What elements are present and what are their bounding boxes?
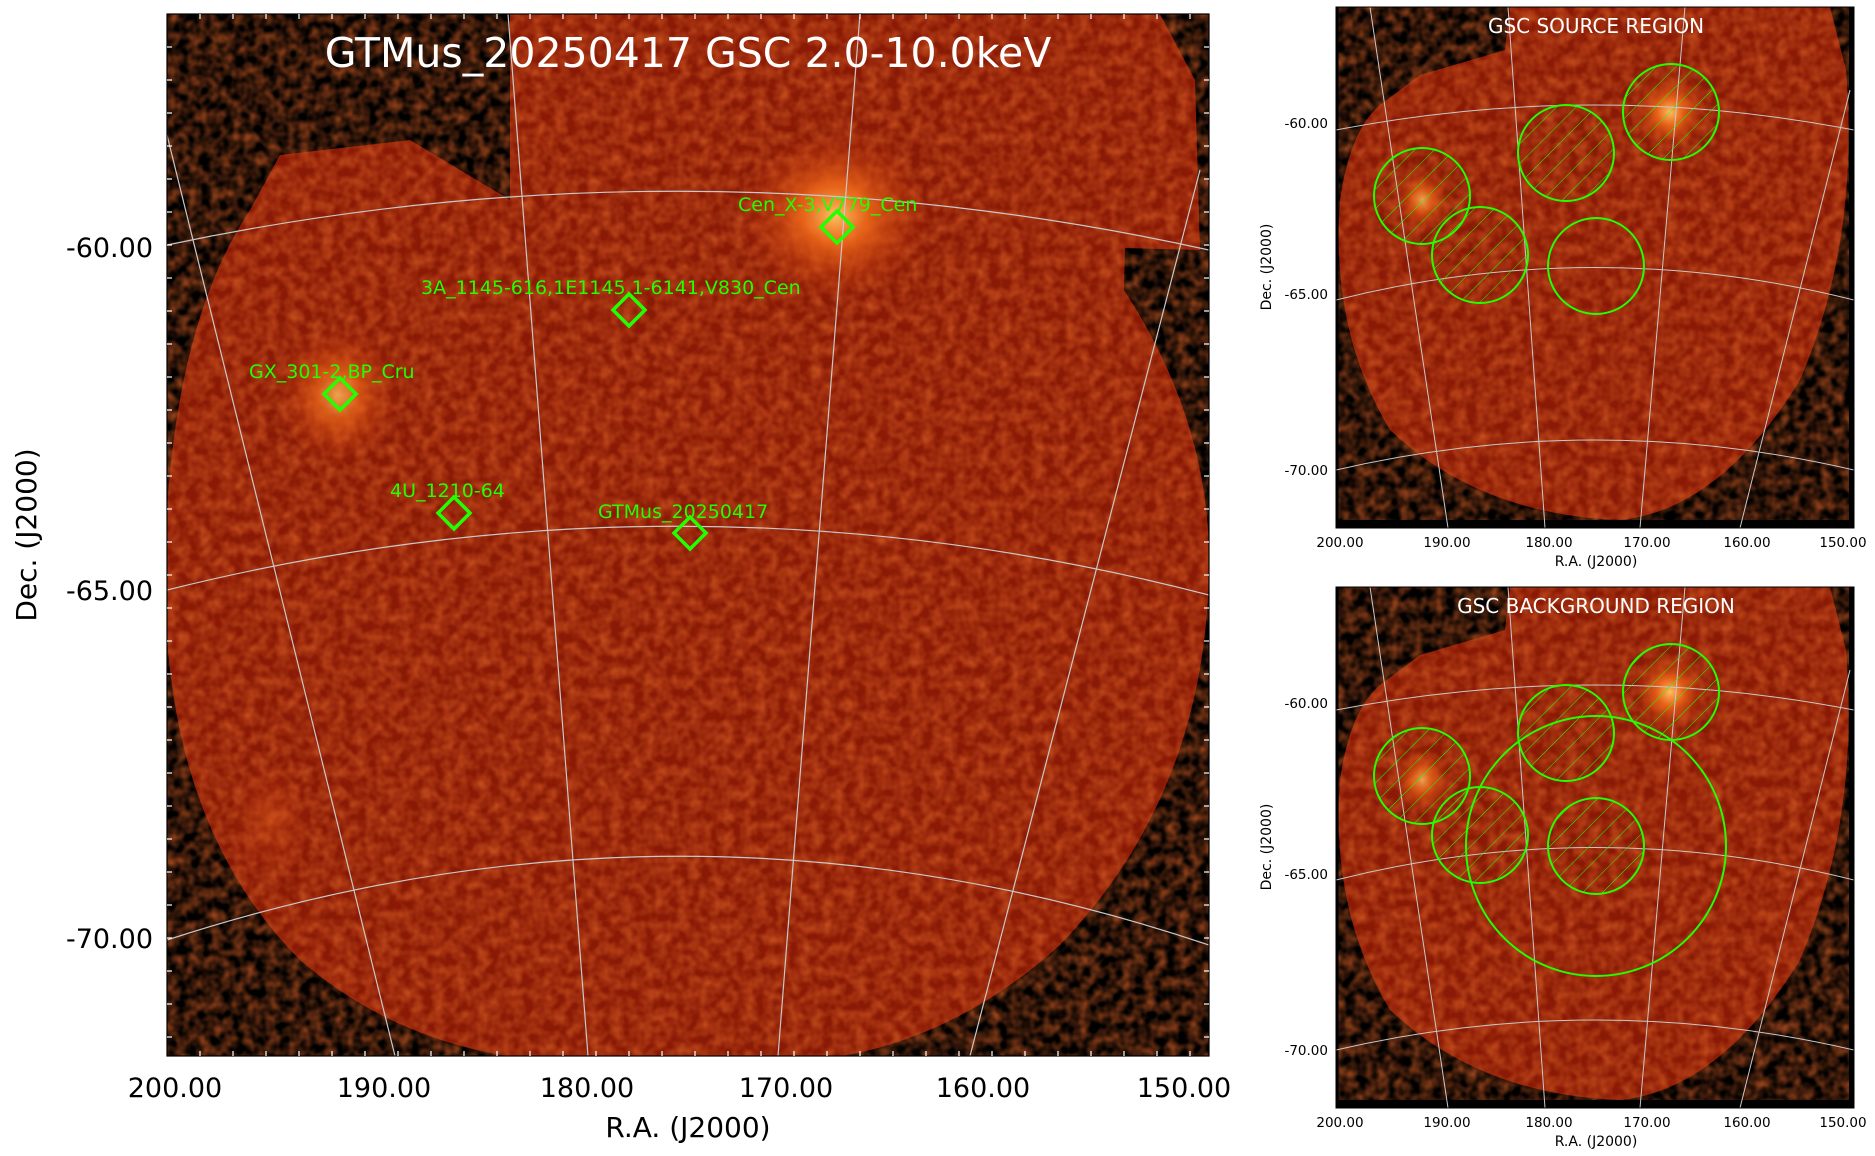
background-region-panel: GSC BACKGROUND REGION 200.00 190.00 180.…	[1259, 586, 1867, 1150]
source-y-tick-label: -65.00	[1284, 287, 1328, 303]
excluded-region-circle	[1622, 643, 1720, 741]
target-region-circle	[1547, 217, 1645, 315]
main-x-tick-label: 180.00	[540, 1073, 634, 1104]
background-x-tick-label: 180.00	[1525, 1115, 1572, 1131]
background-x-tick-label: 170.00	[1623, 1115, 1670, 1131]
source-y-tick-label: -60.00	[1284, 116, 1328, 132]
excluded-region-circle	[1547, 797, 1645, 895]
source-label-4u1210: 4U_1210-64	[390, 480, 505, 502]
background-x-tick-label: 200.00	[1316, 1115, 1363, 1131]
source-label-3a1145: 3A_1145-616,1E1145.1-6141,V830_Cen	[421, 277, 801, 299]
source-y-axis-label: Dec. (J2000)	[1259, 224, 1275, 311]
background-regions	[1373, 643, 1727, 977]
source-marker-gtmus	[671, 514, 709, 552]
source-marker-cen-x3	[818, 208, 856, 246]
main-panel: GTMus_20250417 GSC 2.0-10.0keV Cen_X-3,V…	[10, 13, 1231, 1144]
source-x-tick-label: 200.00	[1316, 535, 1363, 551]
source-label-cen-x3: Cen_X-3,V779_Cen	[738, 194, 917, 216]
source-label-gtmus: GTMus_20250417	[598, 501, 768, 523]
background-x-axis-label: R.A. (J2000)	[1555, 1134, 1638, 1150]
excluded-region-circle	[1517, 684, 1615, 782]
main-coordinate-grid	[167, 14, 1209, 1056]
main-y-tick-label: -60.00	[66, 233, 153, 264]
background-x-tick-label: 150.00	[1819, 1115, 1866, 1131]
main-x-tick-labels: 200.00 190.00 180.00 170.00 160.00 150.0…	[128, 1073, 1231, 1104]
background-y-tick-label: -60.00	[1284, 696, 1328, 712]
main-x-tick-label: 200.00	[128, 1073, 222, 1104]
source-label-gx301: GX_301-2,BP_Cru	[249, 361, 415, 383]
main-y-tick-labels: -60.00 -65.00 -70.00	[66, 233, 153, 955]
source-markers	[321, 208, 856, 552]
background-y-tick-label: -70.00	[1284, 1043, 1328, 1059]
source-region-circle	[1622, 63, 1720, 161]
main-tick-marks	[167, 14, 1209, 1056]
source-region-circle	[1517, 104, 1615, 202]
excluded-region-circle	[1431, 786, 1529, 884]
source-x-tick-label: 150.00	[1819, 535, 1866, 551]
background-y-axis-label: Dec. (J2000)	[1259, 804, 1275, 891]
main-y-tick-label: -70.00	[66, 924, 153, 955]
gx301-glow	[276, 325, 400, 465]
source-regions	[1373, 63, 1720, 315]
background-y-tick-label: -65.00	[1284, 867, 1328, 883]
source-x-tick-label: 180.00	[1525, 535, 1572, 551]
source-marker-4u1210	[435, 494, 473, 532]
source-x-tick-label: 190.00	[1423, 535, 1470, 551]
source-region-circle	[1431, 206, 1529, 304]
source-x-tick-label: 160.00	[1723, 535, 1770, 551]
background-x-tick-label: 190.00	[1423, 1115, 1470, 1131]
source-marker-3a1145	[610, 291, 648, 329]
main-title: GTMus_20250417 GSC 2.0-10.0keV	[325, 29, 1052, 77]
source-y-tick-label: -70.00	[1284, 463, 1328, 479]
source-region-panel: GSC SOURCE REGION 200.00 190.00 180.00 1…	[1259, 6, 1867, 570]
main-y-axis-label: Dec. (J2000)	[10, 448, 43, 621]
source-x-tick-label: 170.00	[1623, 535, 1670, 551]
source-marker-gx301	[321, 375, 359, 413]
main-x-axis-label: R.A. (J2000)	[605, 1111, 770, 1144]
main-x-tick-label: 150.00	[1137, 1073, 1231, 1104]
main-x-tick-label: 160.00	[936, 1073, 1030, 1104]
background-x-tick-label: 160.00	[1723, 1115, 1770, 1131]
main-axes-frame	[166, 13, 1210, 1057]
source-panel-title: GSC SOURCE REGION	[1488, 14, 1704, 38]
main-x-tick-label: 190.00	[337, 1073, 431, 1104]
background-panel-title: GSC BACKGROUND REGION	[1457, 594, 1735, 618]
main-y-tick-label: -65.00	[66, 576, 153, 607]
source-labels: Cen_X-3,V779_Cen 3A_1145-616,1E1145.1-61…	[249, 194, 917, 523]
source-x-axis-label: R.A. (J2000)	[1555, 554, 1638, 570]
main-x-tick-label: 170.00	[739, 1073, 833, 1104]
